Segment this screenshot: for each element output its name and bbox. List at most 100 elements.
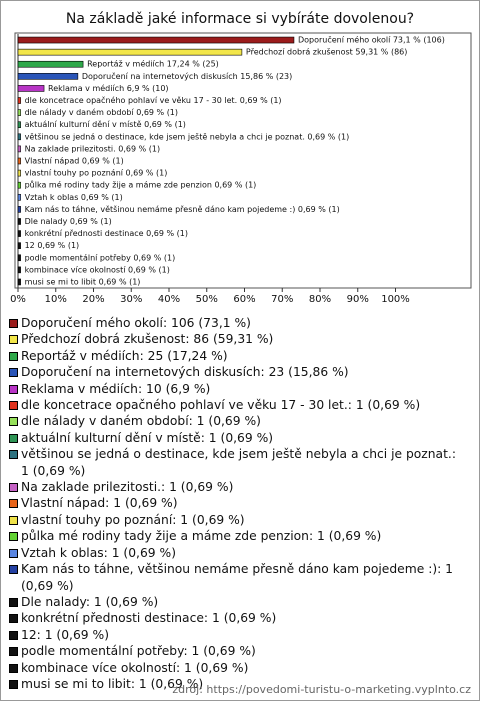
data-label: kombinace více okolností 0,69 % (1) bbox=[25, 265, 170, 274]
legend-label: Reportáž v médiích: 25 (17,24 %) bbox=[21, 348, 228, 363]
data-label: Doporučení mého okolí 73,1 % (106) bbox=[298, 35, 445, 45]
legend-item: většinou se jedná o destinace, kde jsem … bbox=[9, 446, 464, 479]
bar bbox=[17, 133, 21, 141]
bar bbox=[17, 121, 21, 129]
data-label: Dle nalady 0,69 % (1) bbox=[25, 217, 112, 226]
data-label: Vztah k oblas 0,69 % (1) bbox=[25, 193, 123, 202]
legend-label: kombinace více okolností: 1 (0,69 %) bbox=[21, 660, 249, 675]
bar bbox=[17, 60, 84, 68]
legend-item: musi se mi to libit: 1 (0,69 %) bbox=[9, 676, 464, 692]
legend-item: kombinace více okolností: 1 (0,69 %) bbox=[9, 660, 464, 676]
data-label: podle momentální potřeby 0,69 % (1) bbox=[25, 253, 176, 262]
legend-item: Kam nás to táhne, většinou nemáme přesně… bbox=[9, 561, 464, 594]
legend-label: Na zaklade prilezitosti.: 1 (0,69 %) bbox=[21, 480, 234, 495]
legend-swatch bbox=[9, 401, 18, 411]
bar bbox=[17, 218, 21, 225]
data-label: Vlastní nápad 0,69 % (1) bbox=[25, 157, 124, 166]
legend-swatch bbox=[9, 417, 18, 427]
legend-label: Předchozí dobrá zkušenost: 86 (59,31 %) bbox=[21, 332, 274, 347]
x-tick-label: 10% bbox=[45, 294, 67, 305]
legend-label: vlastní touhy po poznání: 1 (0,69 %) bbox=[21, 512, 245, 527]
legend-item: Dle nalady: 1 (0,69 %) bbox=[9, 594, 464, 610]
data-label: aktuální kulturní dění v místě 0,69 % (1… bbox=[25, 120, 186, 129]
legend-swatch bbox=[9, 335, 18, 345]
data-label: Předchozí dobrá zkušenost 59,31 % (86) bbox=[246, 47, 407, 57]
legend-item: Vztah k oblas: 1 (0,69 %) bbox=[9, 545, 464, 561]
legend: Doporučení mého okolí: 106 (73,1 %) Předc… bbox=[9, 315, 464, 692]
legend-label: Doporučení mého okolí: 106 (73,1 %) bbox=[21, 316, 251, 330]
legend-label: musi se mi to libit: 1 (0,69 %) bbox=[21, 676, 204, 691]
legend-swatch bbox=[9, 433, 18, 443]
data-label: dle koncetrace opačného pohlaví ve věku … bbox=[25, 95, 282, 105]
x-tick-label: 70% bbox=[271, 294, 293, 305]
data-label: 12 0,69 % (1) bbox=[25, 241, 80, 250]
legend-item: Reklama v médiích: 10 (6,9 %) bbox=[9, 381, 464, 397]
legend-swatch bbox=[9, 351, 18, 361]
x-tick-label: 90% bbox=[347, 294, 369, 305]
bar bbox=[17, 157, 21, 165]
x-tick-label: 50% bbox=[196, 294, 218, 305]
legend-label: Doporučení na internetových diskusích: 2… bbox=[21, 365, 349, 380]
legend-label: 12: 1 (0,69 %) bbox=[21, 627, 109, 642]
legend-swatch bbox=[9, 630, 18, 640]
plot-frame bbox=[14, 32, 472, 289]
bar bbox=[17, 193, 21, 201]
data-label: dle nálady v daném období 0,69 % (1) bbox=[25, 107, 178, 117]
legend-label: Kam nás to táhne, většinou nemáme přesně… bbox=[21, 562, 454, 593]
x-tick-label: 80% bbox=[309, 294, 331, 305]
source: zdroj: https://povedomi-turistu-o-market… bbox=[172, 683, 471, 696]
bar bbox=[17, 109, 21, 116]
legend-label: Dle nalady: 1 (0,69 %) bbox=[21, 594, 159, 609]
legend-swatch bbox=[9, 499, 18, 509]
bar bbox=[17, 169, 21, 177]
chart: Na základě jaké informace si vybíráte do… bbox=[10, 11, 472, 305]
bar bbox=[17, 85, 45, 92]
bar bbox=[17, 73, 79, 80]
bar bbox=[17, 36, 295, 44]
legend-item: 12: 1 (0,69 %) bbox=[9, 627, 464, 643]
legend-label: většinou se jedná o destinace, kde jsem … bbox=[21, 447, 456, 478]
legend-item: dle nálady v daném období: 1 (0,69 %) bbox=[9, 413, 464, 429]
legend-item: Na zaklade prilezitosti.: 1 (0,69 %) bbox=[9, 479, 464, 495]
legend-swatch bbox=[9, 663, 18, 673]
legend-item: Reportáž v médiích: 25 (17,24 %) bbox=[9, 348, 464, 364]
legend-item: Předchozí dobrá zkušenost: 86 (59,31 %) bbox=[9, 331, 464, 347]
bar bbox=[17, 278, 21, 286]
bar bbox=[17, 145, 21, 153]
legend-item: aktuální kulturní dění v místě: 1 (0,69 … bbox=[9, 430, 464, 446]
x-tick-label: 60% bbox=[233, 294, 255, 305]
legend-item: vlastní touhy po poznání: 1 (0,69 %) bbox=[9, 512, 464, 528]
bar bbox=[17, 206, 21, 213]
x-tick-label: 20% bbox=[82, 294, 104, 305]
data-label: Na zaklade prilezitosti. 0,69 % (1) bbox=[25, 144, 160, 153]
legend-label: půlka mé rodiny tady žije a máme zde pen… bbox=[21, 529, 382, 544]
legend-swatch bbox=[9, 532, 18, 542]
bar bbox=[17, 254, 21, 262]
legend-swatch bbox=[9, 614, 18, 624]
legend-label: dle koncetrace opačného pohlaví ve věku … bbox=[21, 398, 421, 413]
legend-swatch bbox=[9, 450, 18, 460]
data-label: Reklama v médiích 6,9 % (10) bbox=[48, 83, 168, 93]
bar bbox=[17, 181, 21, 189]
data-label: konkrétní přednosti destinace 0,69 % (1) bbox=[25, 228, 188, 238]
bar bbox=[17, 230, 21, 237]
bar bbox=[17, 97, 21, 104]
legend-label: aktuální kulturní dění v místě: 1 (0,69 … bbox=[21, 430, 274, 445]
legend-swatch bbox=[9, 384, 18, 394]
data-label: musi se mi to libit 0,69 % (1) bbox=[25, 277, 141, 286]
data-label: Doporučení na internetových diskusích 15… bbox=[82, 71, 292, 81]
legend-item: Vlastní nápad: 1 (0,69 %) bbox=[9, 495, 464, 511]
legend-item: dle koncetrace opačného pohlaví ve věku … bbox=[9, 397, 464, 413]
bar bbox=[17, 242, 21, 249]
legend-label: Vlastní nápad: 1 (0,69 %) bbox=[21, 496, 178, 511]
legend-item: Doporučení na internetových diskusích: 2… bbox=[9, 364, 464, 380]
legend-label: Vztah k oblas: 1 (0,69 %) bbox=[21, 545, 176, 560]
legend-label: dle nálady v daném období: 1 (0,69 %) bbox=[21, 414, 261, 429]
data-label: Kam nás to táhne, většinou nemáme přesně… bbox=[25, 204, 340, 214]
legend-swatch bbox=[9, 548, 18, 558]
data-label: Reportáž v médiích 17,24 % (25) bbox=[87, 59, 219, 69]
chart-title: Na základě jaké informace si vybíráte do… bbox=[66, 11, 414, 27]
legend-item: konkrétní přednosti destinace: 1 (0,69 %… bbox=[9, 610, 464, 626]
bar bbox=[17, 48, 243, 56]
legend-swatch bbox=[9, 319, 18, 328]
